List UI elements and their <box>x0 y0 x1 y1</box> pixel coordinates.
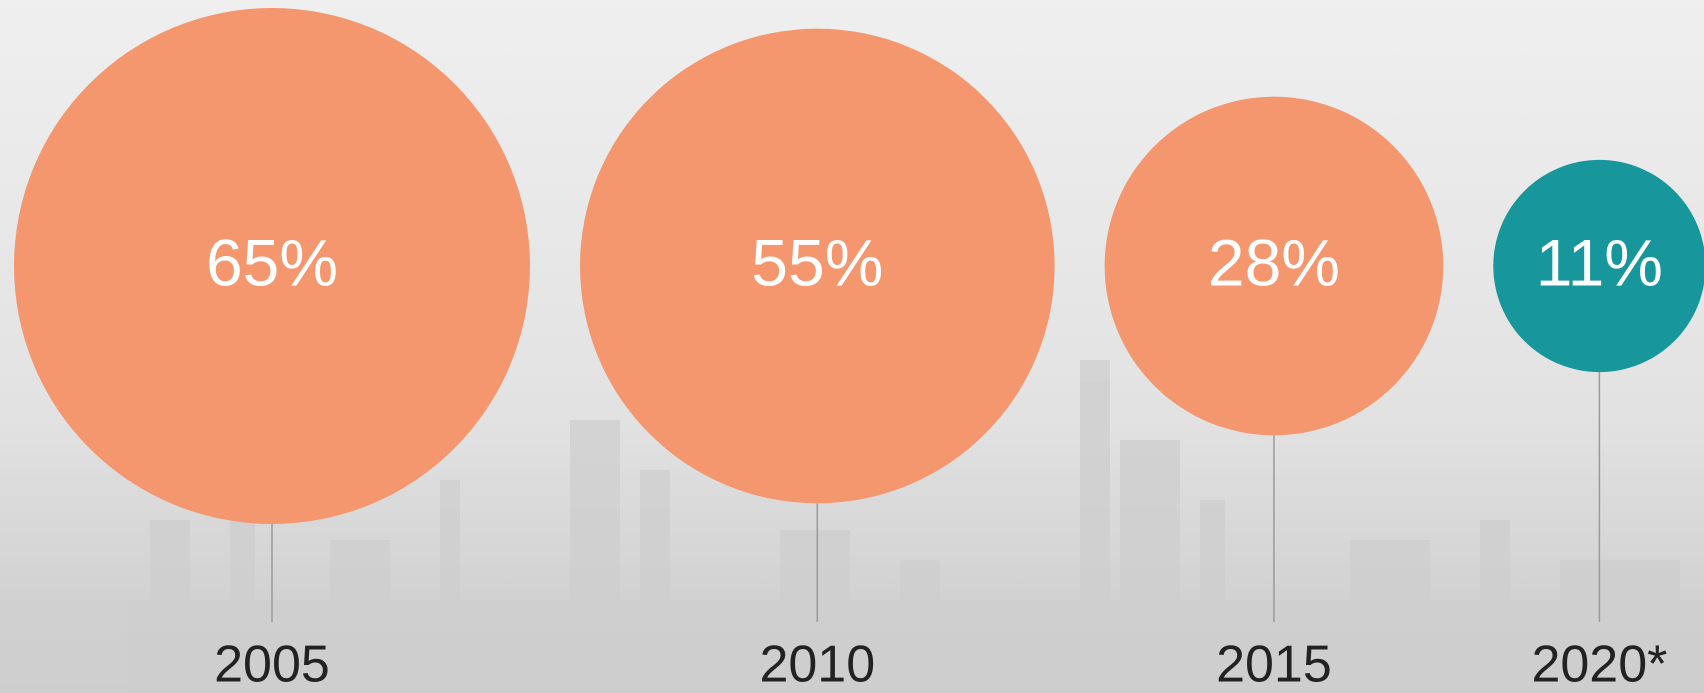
value-label: 55% <box>751 225 883 299</box>
value-label: 11% <box>1536 225 1663 299</box>
category-label: 2015 <box>1216 636 1332 693</box>
category-label: 2010 <box>759 636 875 693</box>
value-label: 65% <box>206 225 338 299</box>
value-label: 28% <box>1208 225 1340 299</box>
category-label: 2020* <box>1531 636 1667 693</box>
chart: 65% 2005 55% 2010 28% 2015 11% 2020* <box>0 0 1704 693</box>
category-label: 2005 <box>214 636 330 693</box>
